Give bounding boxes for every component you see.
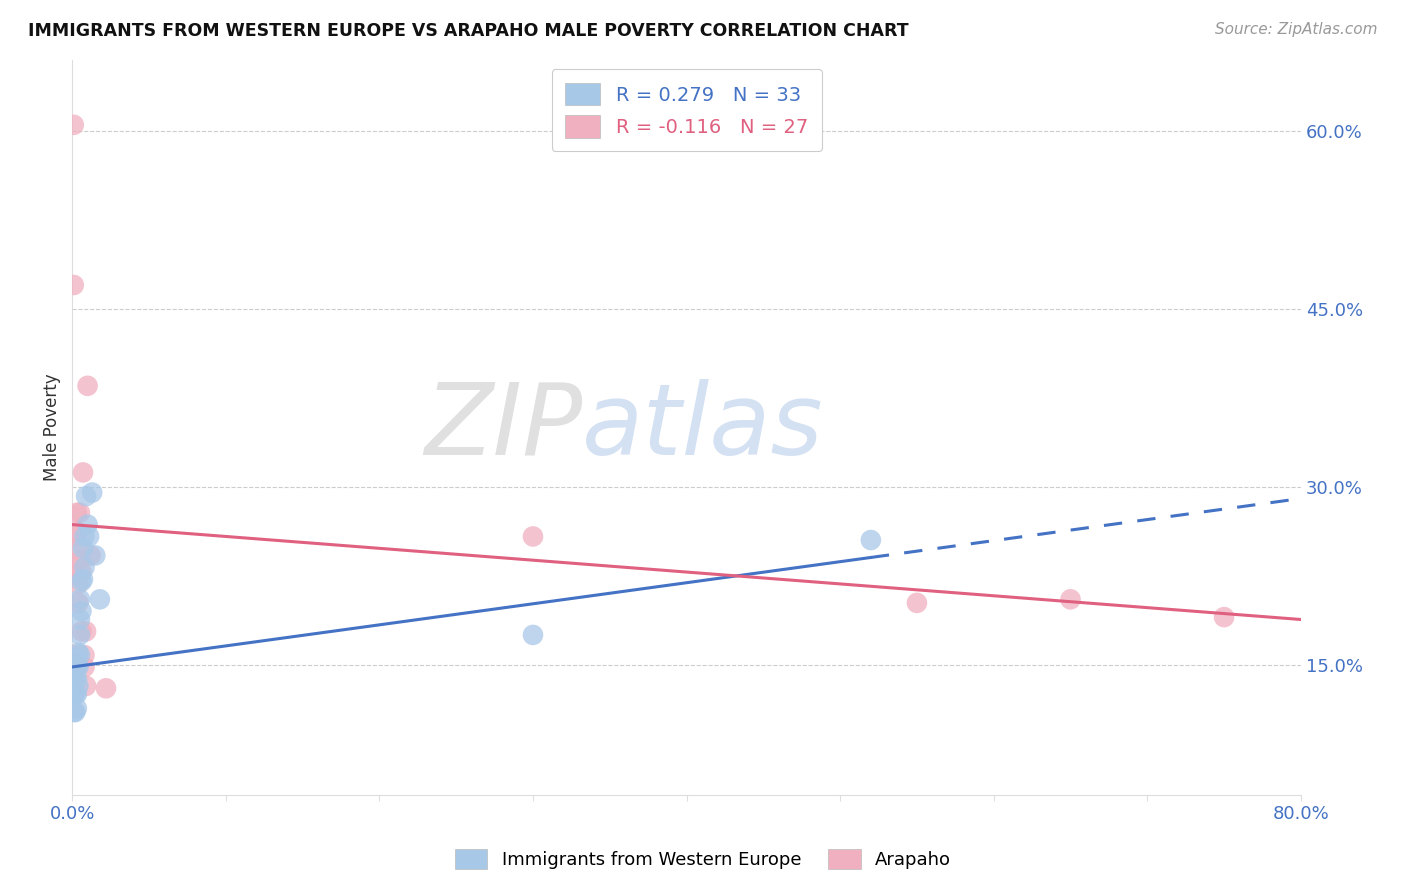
Point xyxy=(70,604,93,618)
Point xyxy=(69,553,91,567)
Point xyxy=(66,660,89,674)
Point xyxy=(65,669,87,683)
Point xyxy=(1213,610,1236,624)
Point xyxy=(69,613,91,627)
Point xyxy=(79,549,101,563)
Point xyxy=(72,466,94,480)
Point xyxy=(62,675,84,690)
Point xyxy=(72,541,94,556)
Point xyxy=(66,701,89,715)
Point xyxy=(65,657,87,672)
Point xyxy=(62,560,84,574)
Point xyxy=(72,572,94,586)
Point xyxy=(76,517,98,532)
Point xyxy=(67,660,90,674)
Point xyxy=(75,489,97,503)
Point xyxy=(70,574,93,589)
Text: atlas: atlas xyxy=(582,379,824,475)
Point xyxy=(66,648,89,662)
Point xyxy=(94,681,117,696)
Point xyxy=(67,646,90,660)
Point xyxy=(69,648,91,662)
Point xyxy=(62,705,84,719)
Point xyxy=(67,596,90,610)
Point xyxy=(67,679,90,693)
Point xyxy=(89,592,111,607)
Point xyxy=(75,679,97,693)
Point xyxy=(1059,592,1081,607)
Point xyxy=(65,648,87,662)
Point xyxy=(70,624,93,639)
Point xyxy=(62,118,84,132)
Point xyxy=(66,651,89,665)
Point xyxy=(82,485,104,500)
Point xyxy=(73,560,96,574)
Point xyxy=(522,628,544,642)
Text: Source: ZipAtlas.com: Source: ZipAtlas.com xyxy=(1215,22,1378,37)
Point xyxy=(73,529,96,543)
Point xyxy=(66,524,89,539)
Text: IMMIGRANTS FROM WESTERN EUROPE VS ARAPAHO MALE POVERTY CORRELATION CHART: IMMIGRANTS FROM WESTERN EUROPE VS ARAPAH… xyxy=(28,22,908,40)
Point xyxy=(70,565,93,579)
Point xyxy=(859,533,882,547)
Point xyxy=(65,705,87,719)
Point xyxy=(62,687,84,701)
Point xyxy=(522,529,544,543)
Point xyxy=(69,506,91,520)
Point xyxy=(75,624,97,639)
Point xyxy=(77,529,100,543)
Point xyxy=(905,596,928,610)
Point xyxy=(69,592,91,607)
Text: ZIP: ZIP xyxy=(423,379,582,475)
Point xyxy=(73,648,96,662)
Point xyxy=(65,529,87,543)
Point xyxy=(66,687,89,701)
Point xyxy=(66,506,89,520)
Point xyxy=(84,549,107,563)
Point xyxy=(65,687,87,701)
Point xyxy=(62,277,84,292)
Point xyxy=(76,379,98,393)
Point xyxy=(65,541,87,556)
Legend: R = 0.279   N = 33, R = -0.116   N = 27: R = 0.279 N = 33, R = -0.116 N = 27 xyxy=(551,70,821,151)
Legend: Immigrants from Western Europe, Arapaho: Immigrants from Western Europe, Arapaho xyxy=(446,839,960,879)
Point xyxy=(66,672,89,686)
Y-axis label: Male Poverty: Male Poverty xyxy=(44,374,60,481)
Point xyxy=(69,628,91,642)
Point xyxy=(67,577,90,591)
Point xyxy=(73,660,96,674)
